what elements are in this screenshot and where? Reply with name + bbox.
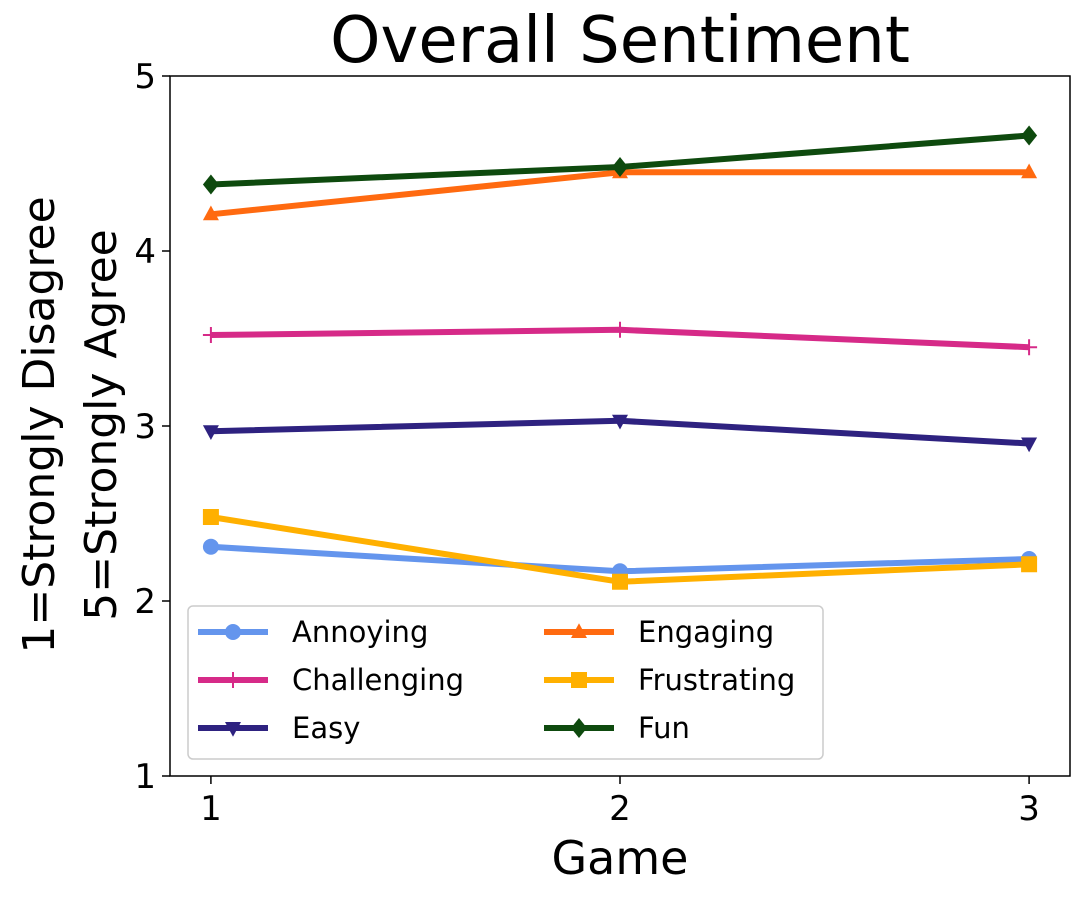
x-tick-label: 3	[1018, 789, 1040, 829]
data-point	[612, 573, 628, 590]
y-tick-label: 3	[134, 407, 156, 447]
chart-title: Overall Sentiment	[330, 4, 910, 78]
legend-swatch-marker	[225, 624, 241, 640]
legend-label: Annoying	[292, 615, 428, 649]
plot-area: 1 2 3 4 5 1 2 3	[134, 57, 1071, 829]
data-point	[1021, 437, 1038, 453]
series-challenging	[202, 321, 1038, 356]
y-axis-title: 1=Strongly Disagree 5=Strongly Agree	[14, 196, 127, 653]
legend-swatch-marker	[571, 623, 587, 638]
legend-item-fun: Fun	[544, 711, 690, 745]
legend-item-challenging: Challenging	[198, 663, 464, 697]
y-tick-label: 1	[134, 757, 156, 797]
legend-swatch-marker	[571, 718, 587, 738]
data-point	[202, 509, 219, 525]
legend-label: Engaging	[638, 615, 774, 649]
y-tick-label: 4	[134, 232, 156, 272]
legend-item-frustrating: Frustrating	[544, 663, 795, 697]
data-point	[1021, 556, 1038, 573]
x-axis-title: Game	[552, 831, 689, 885]
legend-item-engaging: Engaging	[544, 615, 774, 649]
series-frustrating	[202, 509, 1038, 590]
y-tick-label: 2	[134, 582, 156, 622]
legend-swatch-marker	[225, 672, 241, 688]
data-point	[1021, 125, 1038, 146]
data-point	[612, 414, 628, 430]
y-tick-label: 5	[134, 57, 156, 97]
data-point	[202, 425, 219, 441]
x-tick-label: 2	[609, 789, 631, 829]
legend-label: Fun	[638, 711, 690, 745]
series-fun	[202, 125, 1038, 195]
legend-swatch-marker	[571, 672, 587, 688]
series-easy	[202, 414, 1038, 453]
x-tick-label: 1	[200, 789, 222, 829]
legend-frame	[187, 605, 824, 760]
legend-item-easy: Easy	[198, 711, 360, 745]
legend-label: Challenging	[292, 663, 464, 697]
data-point	[202, 538, 219, 555]
legend-label: Easy	[292, 711, 360, 745]
series-annoying	[202, 538, 1038, 580]
data-point	[612, 157, 628, 177]
legend: Annoying Challenging Easy Engaging Frustrati…	[187, 605, 824, 760]
data-point	[202, 327, 219, 343]
data-point	[202, 205, 219, 221]
legend-label: Frustrating	[638, 663, 795, 697]
legend-item-annoying: Annoying	[198, 615, 428, 649]
legend-swatch-marker	[225, 722, 241, 737]
y-axis-title-line-1: 1=Strongly Disagree	[14, 196, 65, 653]
data-point	[1021, 163, 1038, 179]
y-axis-title-line-2: 5=Strongly Agree	[76, 229, 127, 620]
data-point	[612, 321, 628, 338]
data-point	[202, 174, 219, 195]
data-point	[1021, 339, 1038, 356]
